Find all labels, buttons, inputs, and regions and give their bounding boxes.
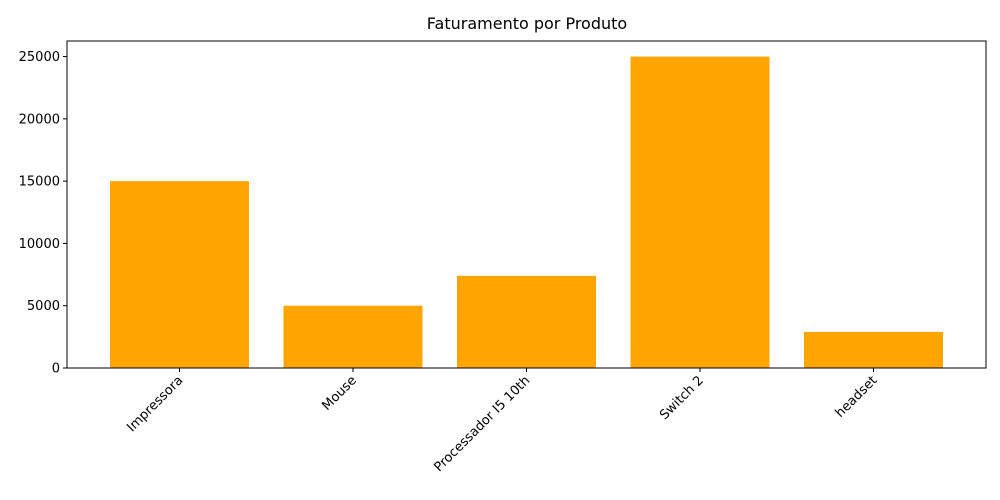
x-tick-label: Mouse (319, 373, 359, 413)
bar-2 (457, 275, 596, 368)
x-axis: Impressora Mouse Processador I5 10th Switch… (124, 368, 880, 475)
y-tick-label: 10000 (19, 237, 60, 252)
x-tick-label: Switch 2 (657, 373, 707, 423)
y-axis: 0 5000 10000 15000 20000 25000 (19, 50, 67, 377)
x-tick-label: Processador I5 10th (431, 373, 533, 475)
bar-1 (283, 305, 423, 368)
x-tick-label: Impressora (124, 373, 186, 435)
chart-title: Faturamento por Produto (427, 14, 627, 33)
y-tick-label: 20000 (19, 112, 60, 127)
y-tick-label: 25000 (19, 50, 60, 65)
x-tick-label: headset (833, 373, 881, 421)
y-tick-label: 5000 (27, 299, 60, 314)
plot-frame (66, 40, 987, 369)
bars-layer (110, 56, 943, 368)
bar-4 (804, 331, 943, 368)
bar-0 (110, 181, 249, 368)
y-tick-label: 0 (52, 362, 60, 377)
bar-3 (630, 56, 770, 368)
y-tick-label: 15000 (19, 175, 60, 190)
